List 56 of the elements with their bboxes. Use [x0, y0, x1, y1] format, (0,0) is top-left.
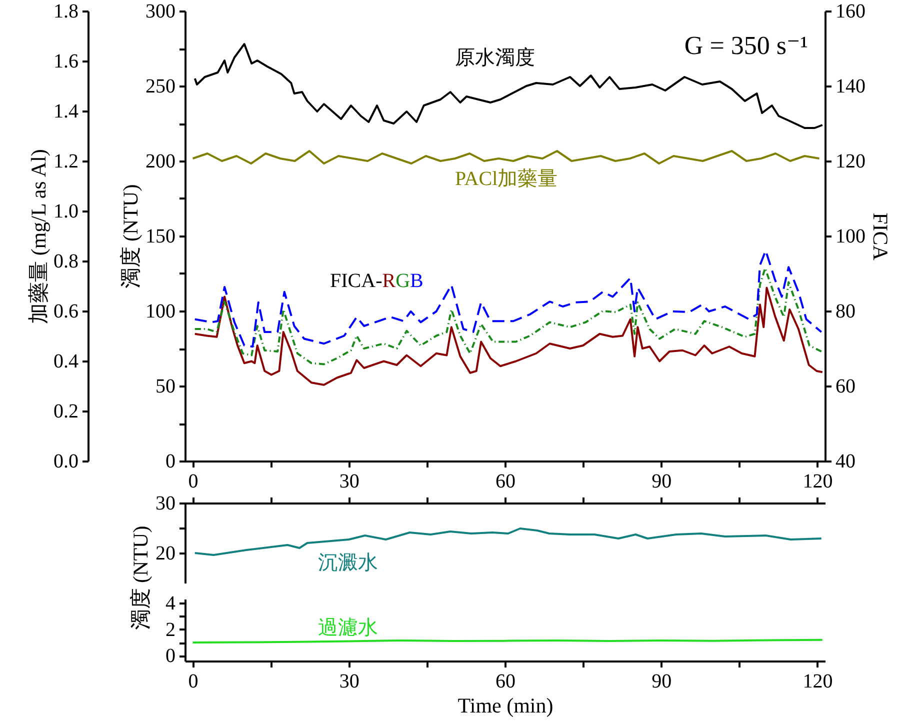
y-tick-label: 100 — [146, 300, 176, 322]
y-axis-title: 濁度 (NTU) — [118, 184, 142, 289]
y3-tick-label: 0.8 — [54, 250, 78, 272]
text: R — [382, 270, 396, 292]
annotation: FICA- — [330, 270, 382, 292]
x-tick-label: 60 — [496, 470, 516, 492]
x-tick-label: 30 — [339, 470, 360, 492]
series-label: B — [410, 270, 424, 292]
y-tick-label: 0 — [166, 450, 176, 472]
y2-tick-label: 80 — [836, 300, 856, 322]
y2-tick-label: 60 — [836, 376, 856, 398]
series-label: PACl加藥量 — [455, 168, 558, 190]
y3-tick-label: 0.4 — [54, 350, 78, 372]
y3-tick-label: 1.0 — [54, 200, 78, 222]
x-tick-label: 90 — [652, 470, 672, 492]
y2-tick-label: 100 — [836, 226, 866, 248]
y-tick-label: 150 — [146, 226, 176, 248]
x-tick-label: 90 — [652, 670, 672, 692]
x-tick-label: 60 — [496, 670, 516, 692]
y2-tick-label: 160 — [836, 0, 866, 22]
annotation: G = 350 s⁻¹ — [684, 31, 808, 60]
series-label: 過濾水 — [318, 617, 378, 639]
y3-tick-label: 1.4 — [54, 100, 78, 122]
y-tick-label: 250 — [146, 76, 176, 98]
y3-tick-label: 1.8 — [54, 0, 78, 22]
y-tick-label: 200 — [146, 150, 176, 172]
x-tick-label: 0 — [188, 470, 198, 492]
series-label: 沉澱水 — [318, 552, 378, 574]
x-tick-label: 120 — [802, 470, 833, 492]
y3-tick-label: 0.6 — [54, 300, 78, 322]
line-series — [194, 267, 822, 366]
y-tick-label: 30 — [156, 492, 176, 514]
x-tick-label: 120 — [802, 670, 833, 692]
y-tick-label: 300 — [146, 0, 176, 22]
line-series — [192, 150, 820, 164]
y-tick-label: 50 — [156, 376, 176, 398]
y2-tick-label: 40 — [836, 450, 856, 472]
y-tick-label: 0 — [166, 645, 176, 668]
y2-tick-label: 140 — [836, 76, 866, 98]
y3-tick-label: 0.2 — [54, 400, 78, 422]
line-series — [194, 286, 824, 386]
y3-tick-label: 1.2 — [54, 150, 78, 172]
y3-axis-title: 加藥量 (mg/L as Al) — [26, 149, 50, 324]
x-tick-label: 0 — [188, 670, 198, 692]
y2-axis-title: FICA — [868, 212, 892, 262]
x-tick-label: 30 — [339, 670, 360, 692]
y3-tick-label: 1.6 — [54, 50, 78, 72]
series-label: 原水濁度 — [455, 47, 535, 69]
y-tick-label: 4 — [166, 592, 176, 614]
y-tick-label: 20 — [156, 542, 176, 564]
y3-tick-label: 0.0 — [54, 450, 78, 472]
y-tick-label: 2 — [166, 618, 176, 641]
y-axis-title: 濁度 (NTU) — [128, 526, 152, 630]
series-label: G — [396, 270, 410, 292]
x-axis-title: Time (min) — [458, 694, 554, 718]
y2-tick-label: 120 — [836, 150, 866, 172]
